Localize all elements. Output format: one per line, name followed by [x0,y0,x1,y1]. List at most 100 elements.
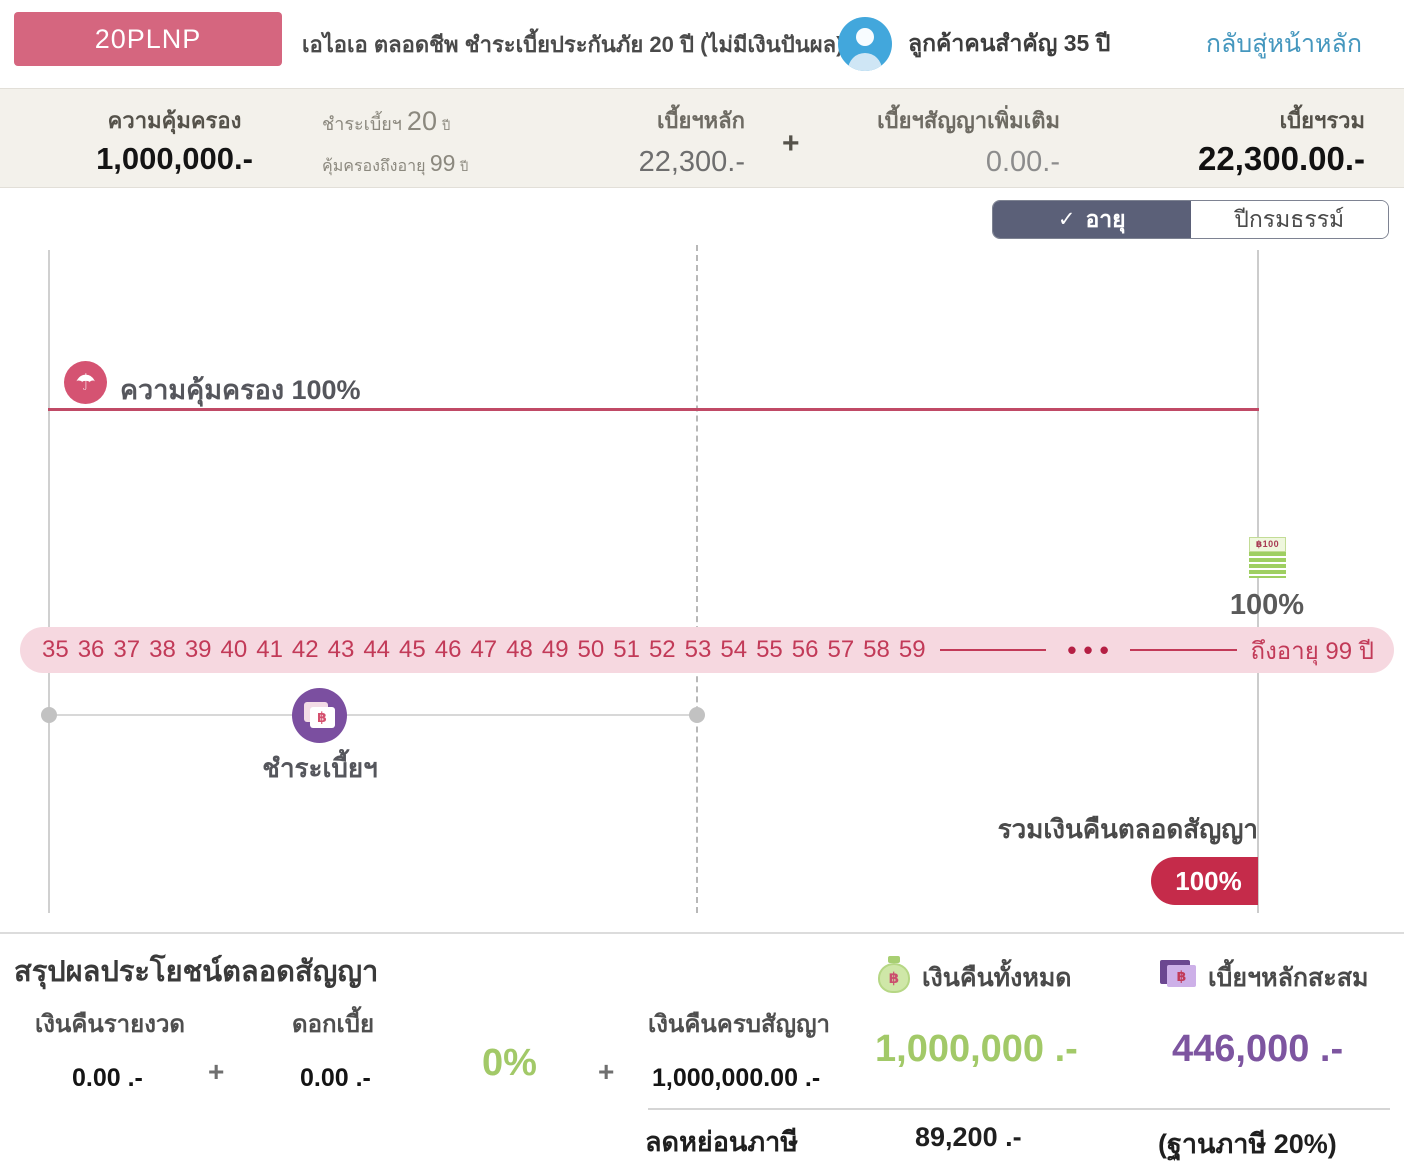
total-premium-value: 22,300.00.- [1198,140,1365,177]
age-tick: 42 [291,636,319,663]
age-tick: 45 [399,636,426,663]
benefits-plus-2: + [598,1056,615,1087]
age-tick: 46 [434,636,462,663]
benefits-plus-1: + [208,1056,225,1087]
age-axis-dash-left [939,649,1047,651]
age-tick: 50 [577,636,605,663]
age-tick: 39 [184,636,212,663]
premium-timeline-line [48,714,698,716]
age-tick: 51 [613,636,640,663]
age-ticks: 35 36 37 38 39 40 41 42 43 44 45 46 47 48 49 50 51 52 53 54… [42,636,926,664]
money-bag-flap [888,956,900,963]
pay-period-label: ชำระเบี้ยฯ [322,114,402,134]
chart-right-axis-line [1257,250,1259,913]
benefits-title: สรุปผลประโยชน์ตลอดสัญญา [14,956,379,988]
age-tick: 35 [42,636,69,663]
pay-period-value: 20 [406,106,437,136]
coverage-until-label: คุ้มครองถึงอายุ [322,158,426,175]
total-refund-all-label: เงินคืนทั้งหมด [922,964,1072,992]
age-tick: 44 [363,636,391,663]
age-tick: 40 [220,636,248,663]
umbrella-glyph: ☂ [75,369,96,395]
total-premium-summary: เบี้ยฯรวม 22,300.00.- [1125,103,1365,178]
baht-glyph: ฿ [888,970,900,987]
total-refund-all-value: 1,000,000 .- [875,1028,1078,1070]
age-tick: 57 [827,636,855,663]
age-tick: 56 [791,636,819,663]
coverage-line-label: ความคุ้มครอง 100% [120,375,361,405]
total-premium-label: เบี้ยฯรวม [1279,108,1365,133]
baht-card-icon: ฿ [309,707,335,728]
age-tick: 55 [756,636,783,663]
base-premium-label: เบี้ยฯหลัก [656,108,745,133]
banknote-value-text: ฿100 [1249,537,1286,552]
tax-deduction-value: 89,200 .- [915,1122,1022,1152]
tab-age[interactable]: ✓ อายุ [993,201,1191,238]
tab-policy-year-label: ปีกรมธรรม์ [1234,205,1345,232]
period-summary: ชำระเบี้ยฯ 20 ปี คุ้มครองถึงอายุ 99 ปี [322,106,468,179]
rider-premium-summary: เบี้ยฯสัญญาเพิ่มเติม 0.00.- [820,103,1060,179]
customer-avatar-icon[interactable] [838,17,892,71]
plan-code-button[interactable]: 20PLNP [14,12,282,66]
premium-payment-label: ชำระเบี้ยฯ [262,753,378,783]
tax-base-label: (ฐานภาษี 20%) [1158,1129,1337,1159]
benefits-summary-section: สรุปผลประโยชน์ตลอดสัญญา เงินคืนรายงวด ดอ… [0,932,1404,1166]
tax-separator-line [648,1108,1390,1110]
card-front: ฿ [1167,965,1196,987]
coverage-summary: ความคุ้มครอง 1,000,000.- [52,103,297,177]
age-tick: 38 [149,636,176,663]
age-tick: 47 [470,636,498,663]
rider-premium-label: เบี้ยฯสัญญาเพิ่มเติม [877,108,1060,133]
money-bag-icon: ฿ [878,956,910,994]
maturity-percent-label: 100% [1229,589,1305,621]
ellipsis-dots-icon: ••• [1067,635,1116,665]
premium-payment-icon: ฿ [292,688,347,743]
product-title: เอไอเอ ตลอดชีพ ชำระเบี้ยประกันภัย 20 ปี … [302,31,844,57]
age-tick: 36 [77,636,105,663]
age-axis-end-label: ถึงอายุ 99 ปี [1250,637,1375,665]
base-premium-summary: เบี้ยฯหลัก 22,300.- [555,103,745,179]
coverage-label: ความคุ้มครอง [107,108,242,133]
premium-start-dot [41,707,57,723]
total-refund-label: รวมเงินคืนตลอดสัญญา [997,814,1258,844]
interest-value: 0.00 .- [300,1064,371,1092]
baht-glyph: ฿ [1176,967,1187,984]
periodic-refund-value: 0.00 .- [72,1064,143,1092]
age-tick: 48 [506,636,533,663]
avatar-body [848,53,882,71]
pay-period-unit: ปี [441,118,451,133]
axis-mode-toggle: ✓ อายุ ปีกรมธรรม์ [992,200,1389,239]
back-to-home-link[interactable]: กลับสู่หน้าหลัก [1205,30,1362,58]
banknote-icon: ฿100 [1249,537,1286,578]
age-axis-dash-right [1129,649,1237,651]
maturity-refund-label: เงินคืนครบสัญญา [648,1011,830,1038]
age-tick: 53 [684,636,712,663]
chart-left-axis-line [48,250,50,913]
premium-summary-bar: ความคุ้มครอง 1,000,000.- ชำระเบี้ยฯ 20 ป… [0,88,1404,188]
periodic-refund-label: เงินคืนรายงวด [35,1011,185,1038]
customer-name: ลูกค้าคนสำคัญ 35 ปี [908,30,1111,56]
accumulated-premium-label: เบี้ยฯหลักสะสม [1208,964,1369,992]
banknote-stripes [1249,552,1286,578]
age-tick: 37 [113,636,141,663]
summary-plus-sign: + [782,127,800,160]
tax-deduction-label: ลดหย่อนภาษี [645,1127,799,1157]
avatar-head [856,28,874,46]
coverage-until-value: 99 [429,150,456,176]
age-axis-band: 35 36 37 38 39 40 41 42 43 44 45 46 47 48 49 50 51 52 53 54… [20,627,1394,673]
accumulated-premium-icon: ฿ [1160,960,1198,990]
total-refund-badge: 100% [1151,857,1258,905]
base-premium-value: 22,300.- [638,146,745,178]
age-tick: 52 [648,636,676,663]
maturity-refund-value: 1,000,000.00 .- [652,1064,821,1092]
umbrella-icon: ☂ [64,361,107,404]
age-tick: 41 [256,636,283,663]
premium-end-dot [689,707,705,723]
interest-percent: 0% [482,1042,537,1084]
age-tick: 59 [898,636,926,663]
tab-policy-year[interactable]: ปีกรมธรรม์ [1190,201,1388,238]
coverage-until-unit: ปี [459,159,469,174]
money-bag-body: ฿ [878,963,910,993]
age-tick: 54 [720,636,748,663]
